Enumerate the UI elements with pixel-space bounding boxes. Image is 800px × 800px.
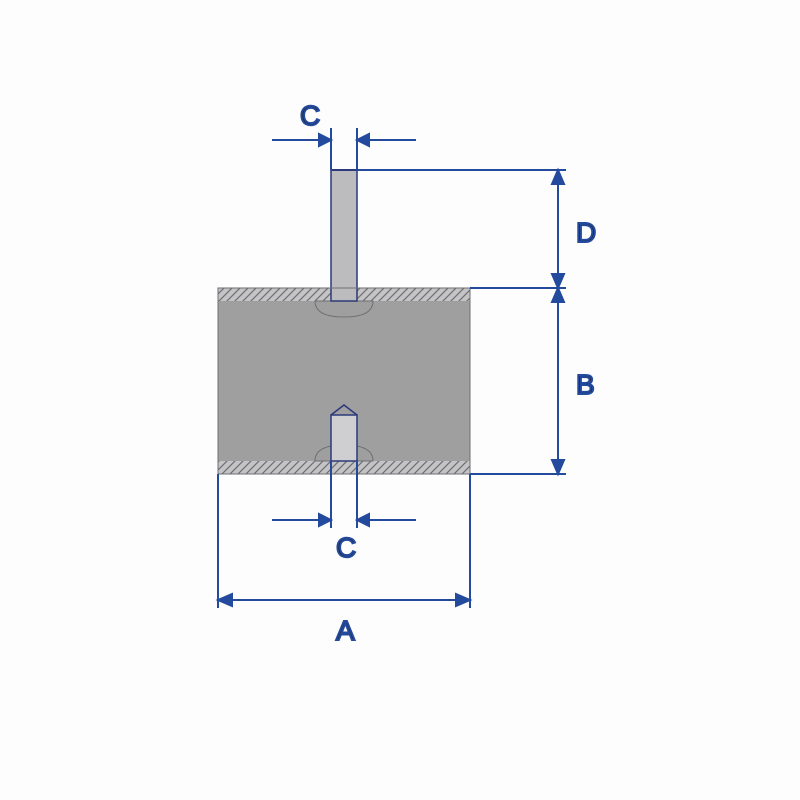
label-D: D [576,217,596,248]
label-A: A [336,615,355,646]
hole-bottom [331,415,357,461]
label-B: B [576,369,595,400]
label-C-bottom: C [336,532,356,563]
dim-C-top: C [272,100,416,170]
label-C-top: C [300,100,320,131]
stud-top [331,170,357,301]
dim-C-bottom: C [272,461,416,563]
dim-B: B [470,288,595,474]
dim-D: D [357,170,596,288]
bottom-plate [218,461,470,474]
dimension-drawing: A B D C [0,0,800,800]
